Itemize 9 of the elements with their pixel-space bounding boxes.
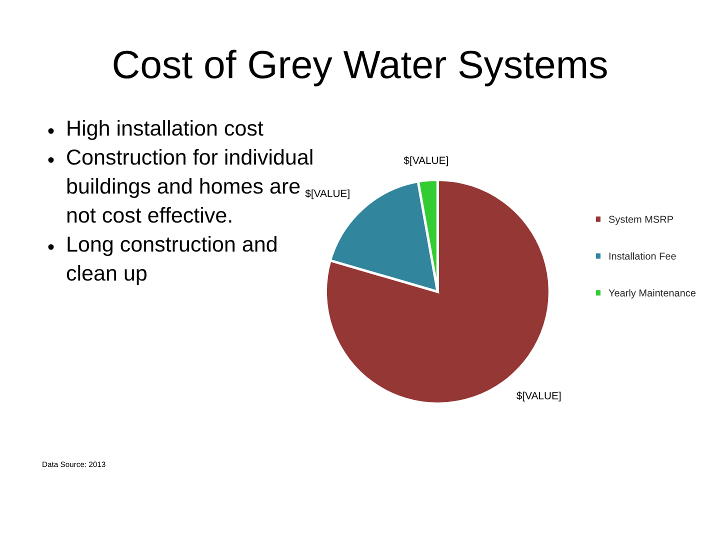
legend-label: Installation Fee	[609, 252, 676, 260]
legend-label: Yearly Maintenance	[608, 289, 696, 298]
text: Long construction and clean up	[66, 236, 276, 286]
chart-title: Cost of Grey Water Systems	[114, 50, 607, 86]
legend-label: System MSRP	[608, 216, 673, 225]
data-label: $[VALUE]	[404, 156, 448, 166]
text: High installation cost	[68, 120, 264, 140]
data-label: $[VALUE]	[516, 392, 561, 402]
data-label: $[VALUE]	[305, 189, 350, 200]
